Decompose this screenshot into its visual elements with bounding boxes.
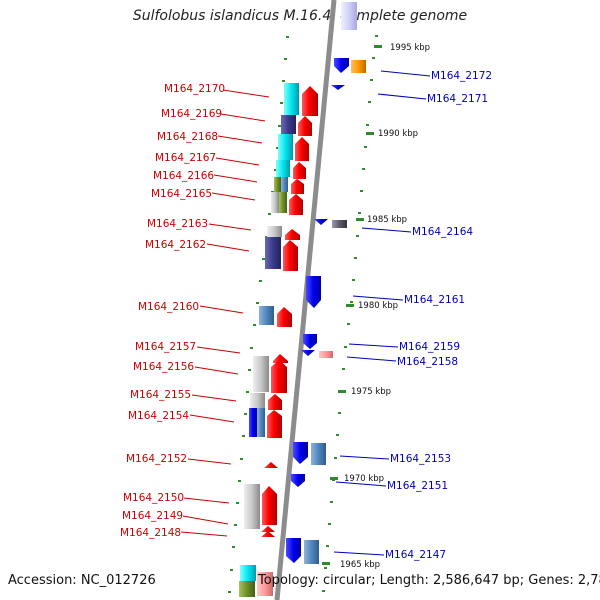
left-gene-track [239,83,318,597]
gene-label-2165[interactable]: M164_2165 [151,188,212,200]
scale-label-1990: 1990 kbp [378,129,418,139]
gene-label-2147[interactable]: M164_2147 [385,549,446,561]
gene-arrow-2150[interactable] [262,486,277,525]
gene-label-2158[interactable]: M164_2158 [397,356,458,368]
gene-label-2155[interactable]: M164_2155 [130,389,191,401]
gene-arrow-2153[interactable] [293,442,308,464]
accession-text: Accession: NC_012726 [8,573,156,588]
gene-arrow-2148[interactable] [261,531,275,537]
gene-arrow-2168[interactable] [295,137,309,161]
gene-arrow-2158[interactable] [301,350,315,356]
gene-block-bottom-a[interactable] [240,565,256,581]
gene-block-2166[interactable] [274,177,281,192]
left-leader-lines [180,89,270,537]
gene-arrow-2155[interactable] [268,394,282,410]
gene-label-2164[interactable]: M164_2164 [412,226,473,238]
gene-block-2166b[interactable] [281,177,288,192]
gene-label-2150[interactable]: M164_2150 [123,492,184,504]
gene-arrow-2156[interactable] [271,360,287,393]
gene-arrow-2167[interactable] [293,162,306,179]
gene-arrow-2163[interactable] [285,229,300,240]
gene-arrow-2171[interactable] [331,85,345,90]
gene-label-2162[interactable]: M164_2162 [145,239,206,251]
gene-label-2159[interactable]: M164_2159 [399,341,460,353]
gene-label-2163[interactable]: M164_2163 [147,218,208,230]
gene-block-2165[interactable] [271,192,279,213]
gene-label-2153[interactable]: M164_2153 [390,453,451,465]
gene-arrow-2154[interactable] [267,410,282,438]
gene-arrow-2151[interactable] [291,474,305,487]
map-title: Sulfolobus islandicus M.16.4, complete g… [132,8,468,24]
gene-block-2154b[interactable] [257,408,265,437]
gene-block-2168[interactable] [278,134,293,160]
gene-block-2150[interactable] [244,484,260,529]
gene-arrow-2170[interactable] [302,86,318,116]
gene-label-2170[interactable]: M164_2170 [164,83,225,95]
gene-block-2163[interactable] [267,226,282,237]
gene-block-2154[interactable] [249,408,257,437]
gene-label-2169[interactable]: M164_2169 [161,108,222,120]
gene-block-2169[interactable] [281,115,296,134]
gene-label-2161[interactable]: M164_2161 [404,294,465,306]
gene-label-2148[interactable]: M164_2148 [120,527,181,539]
scale-label-1970: 1970 kbp [344,474,384,484]
gene-label-2166[interactable]: M164_2166 [153,170,214,182]
scale-label-1980: 1980 kbp [358,301,398,311]
gene-arrow-2147[interactable] [286,538,301,563]
gene-block-top[interactable] [341,2,357,30]
gene-arrow-2162[interactable] [283,240,298,271]
gene-label-2172[interactable]: M164_2172 [431,70,492,82]
scale-label-1995: 1995 kbp [390,43,430,53]
genome-backbone [274,0,337,600]
gene-block-2165b[interactable] [279,192,287,213]
gene-label-2152[interactable]: M164_2152 [126,453,187,465]
gene-block-bottom-c[interactable] [257,572,273,596]
gene-block-2153[interactable] [311,443,326,465]
gene-label-2160[interactable]: M164_2160 [138,301,199,313]
gene-label-2156[interactable]: M164_2156 [133,361,194,373]
gene-block-2155[interactable] [250,393,265,408]
gene-block-2162[interactable] [265,237,281,269]
scale-label-1965: 1965 kbp [340,560,380,570]
right-gene-track [286,2,366,564]
gene-label-2171[interactable]: M164_2171 [427,93,488,105]
gene-arrow-2149[interactable] [261,526,275,532]
gene-arrow-2159[interactable] [303,334,317,349]
gene-arrow-2157[interactable] [273,354,288,363]
gene-arrow-2160[interactable] [277,307,292,327]
scale-label-1985: 1985 kbp [367,215,407,225]
gene-block-2147[interactable] [304,540,319,564]
gene-block-2160[interactable] [259,306,274,325]
gene-block-2156[interactable] [253,356,269,392]
gene-label-2154[interactable]: M164_2154 [128,410,189,422]
gene-arrow-2161[interactable] [306,276,321,308]
gene-label-2151[interactable]: M164_2151 [387,480,448,492]
gene-label-2149[interactable]: M164_2149 [122,510,183,522]
gene-label-2167[interactable]: M164_2167 [155,152,216,164]
gene-block-2172[interactable] [351,60,366,73]
gene-label-2168[interactable]: M164_2168 [157,131,218,143]
gene-arrow-2164[interactable] [314,219,328,225]
gene-block-2158[interactable] [319,351,333,358]
gene-block-2164[interactable] [332,220,347,228]
gene-arrow-2166[interactable] [291,179,304,194]
gene-arrow-2152[interactable] [264,462,278,468]
right-leader-lines [333,70,431,556]
genome-summary-text: Topology: circular; Length: 2,586,647 bp… [258,573,600,588]
gene-block-2167[interactable] [276,160,290,177]
gene-arrow-2172[interactable] [334,58,349,73]
gene-block-2170[interactable] [284,83,299,115]
gene-block-bottom-b[interactable] [239,581,255,597]
scale-label-1975: 1975 kbp [351,387,391,397]
gene-label-2157[interactable]: M164_2157 [135,341,196,353]
gene-arrow-2165[interactable] [289,194,303,215]
gene-arrow-2169[interactable] [298,116,312,136]
scale-ticks [322,45,382,565]
